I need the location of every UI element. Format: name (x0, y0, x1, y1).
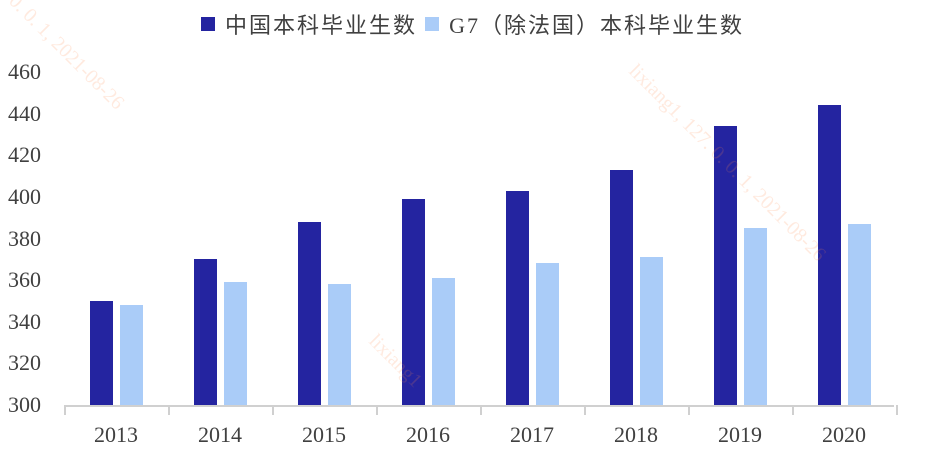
x-tick-mark (168, 405, 170, 415)
y-tick-label: 420 (8, 142, 41, 168)
bar-china (818, 105, 841, 405)
x-tick-label: 2020 (822, 422, 866, 447)
bar-g7 (848, 223, 871, 405)
bar-china (610, 169, 633, 405)
x-tick-mark (376, 405, 378, 415)
y-tick-label: 460 (8, 59, 41, 84)
x-tick-label: 2016 (406, 422, 450, 447)
y-tick-label: 380 (8, 225, 41, 251)
bar-china (194, 259, 217, 405)
bar-g7 (744, 228, 767, 405)
x-tick-mark (896, 405, 898, 415)
y-tick-label: 300 (8, 392, 41, 417)
x-tick-label: 2013 (94, 422, 138, 447)
x-tick-mark (64, 405, 66, 415)
y-tick-label: 360 (8, 267, 41, 293)
legend-swatch-china (201, 17, 216, 31)
x-tick-mark (480, 405, 482, 415)
bar-china (90, 300, 113, 405)
chart-legend: 中国本科毕业生数 G7（除法国）本科毕业生数 (0, 8, 945, 40)
x-axis-line (64, 405, 894, 407)
x-tick-mark (792, 405, 794, 415)
x-tick-mark (688, 405, 690, 415)
y-tick-label: 340 (8, 308, 41, 334)
bar-g7 (224, 282, 247, 405)
bar-g7 (432, 278, 455, 405)
bar-g7 (536, 263, 559, 405)
bar-g7 (120, 305, 143, 405)
x-tick-label: 2018 (614, 422, 658, 447)
legend-label-china: 中国本科毕业生数 (225, 13, 418, 38)
bar-china (714, 126, 737, 405)
legend-swatch-g7 (425, 17, 440, 31)
x-tick-label: 2017 (510, 422, 554, 447)
x-tick-label: 2015 (302, 422, 346, 447)
x-tick-label: 2014 (198, 422, 242, 447)
bar-g7 (328, 284, 351, 405)
x-tick-label: 2019 (718, 422, 762, 447)
bar-g7 (640, 257, 663, 405)
x-tick-mark (272, 405, 274, 415)
legend-label-g7: G7（除法国）本科毕业生数 (449, 13, 744, 38)
y-tick-label: 320 (8, 350, 41, 376)
bar-china (402, 198, 425, 405)
legend-item-china: 中国本科毕业生数 (201, 8, 417, 40)
y-tick-label: 400 (8, 183, 41, 209)
x-tick-mark (584, 405, 586, 415)
y-tick-label: 440 (8, 100, 41, 126)
bar-china (506, 190, 529, 405)
legend-item-g7: G7（除法国）本科毕业生数 (425, 8, 744, 40)
bar-china (298, 221, 321, 405)
